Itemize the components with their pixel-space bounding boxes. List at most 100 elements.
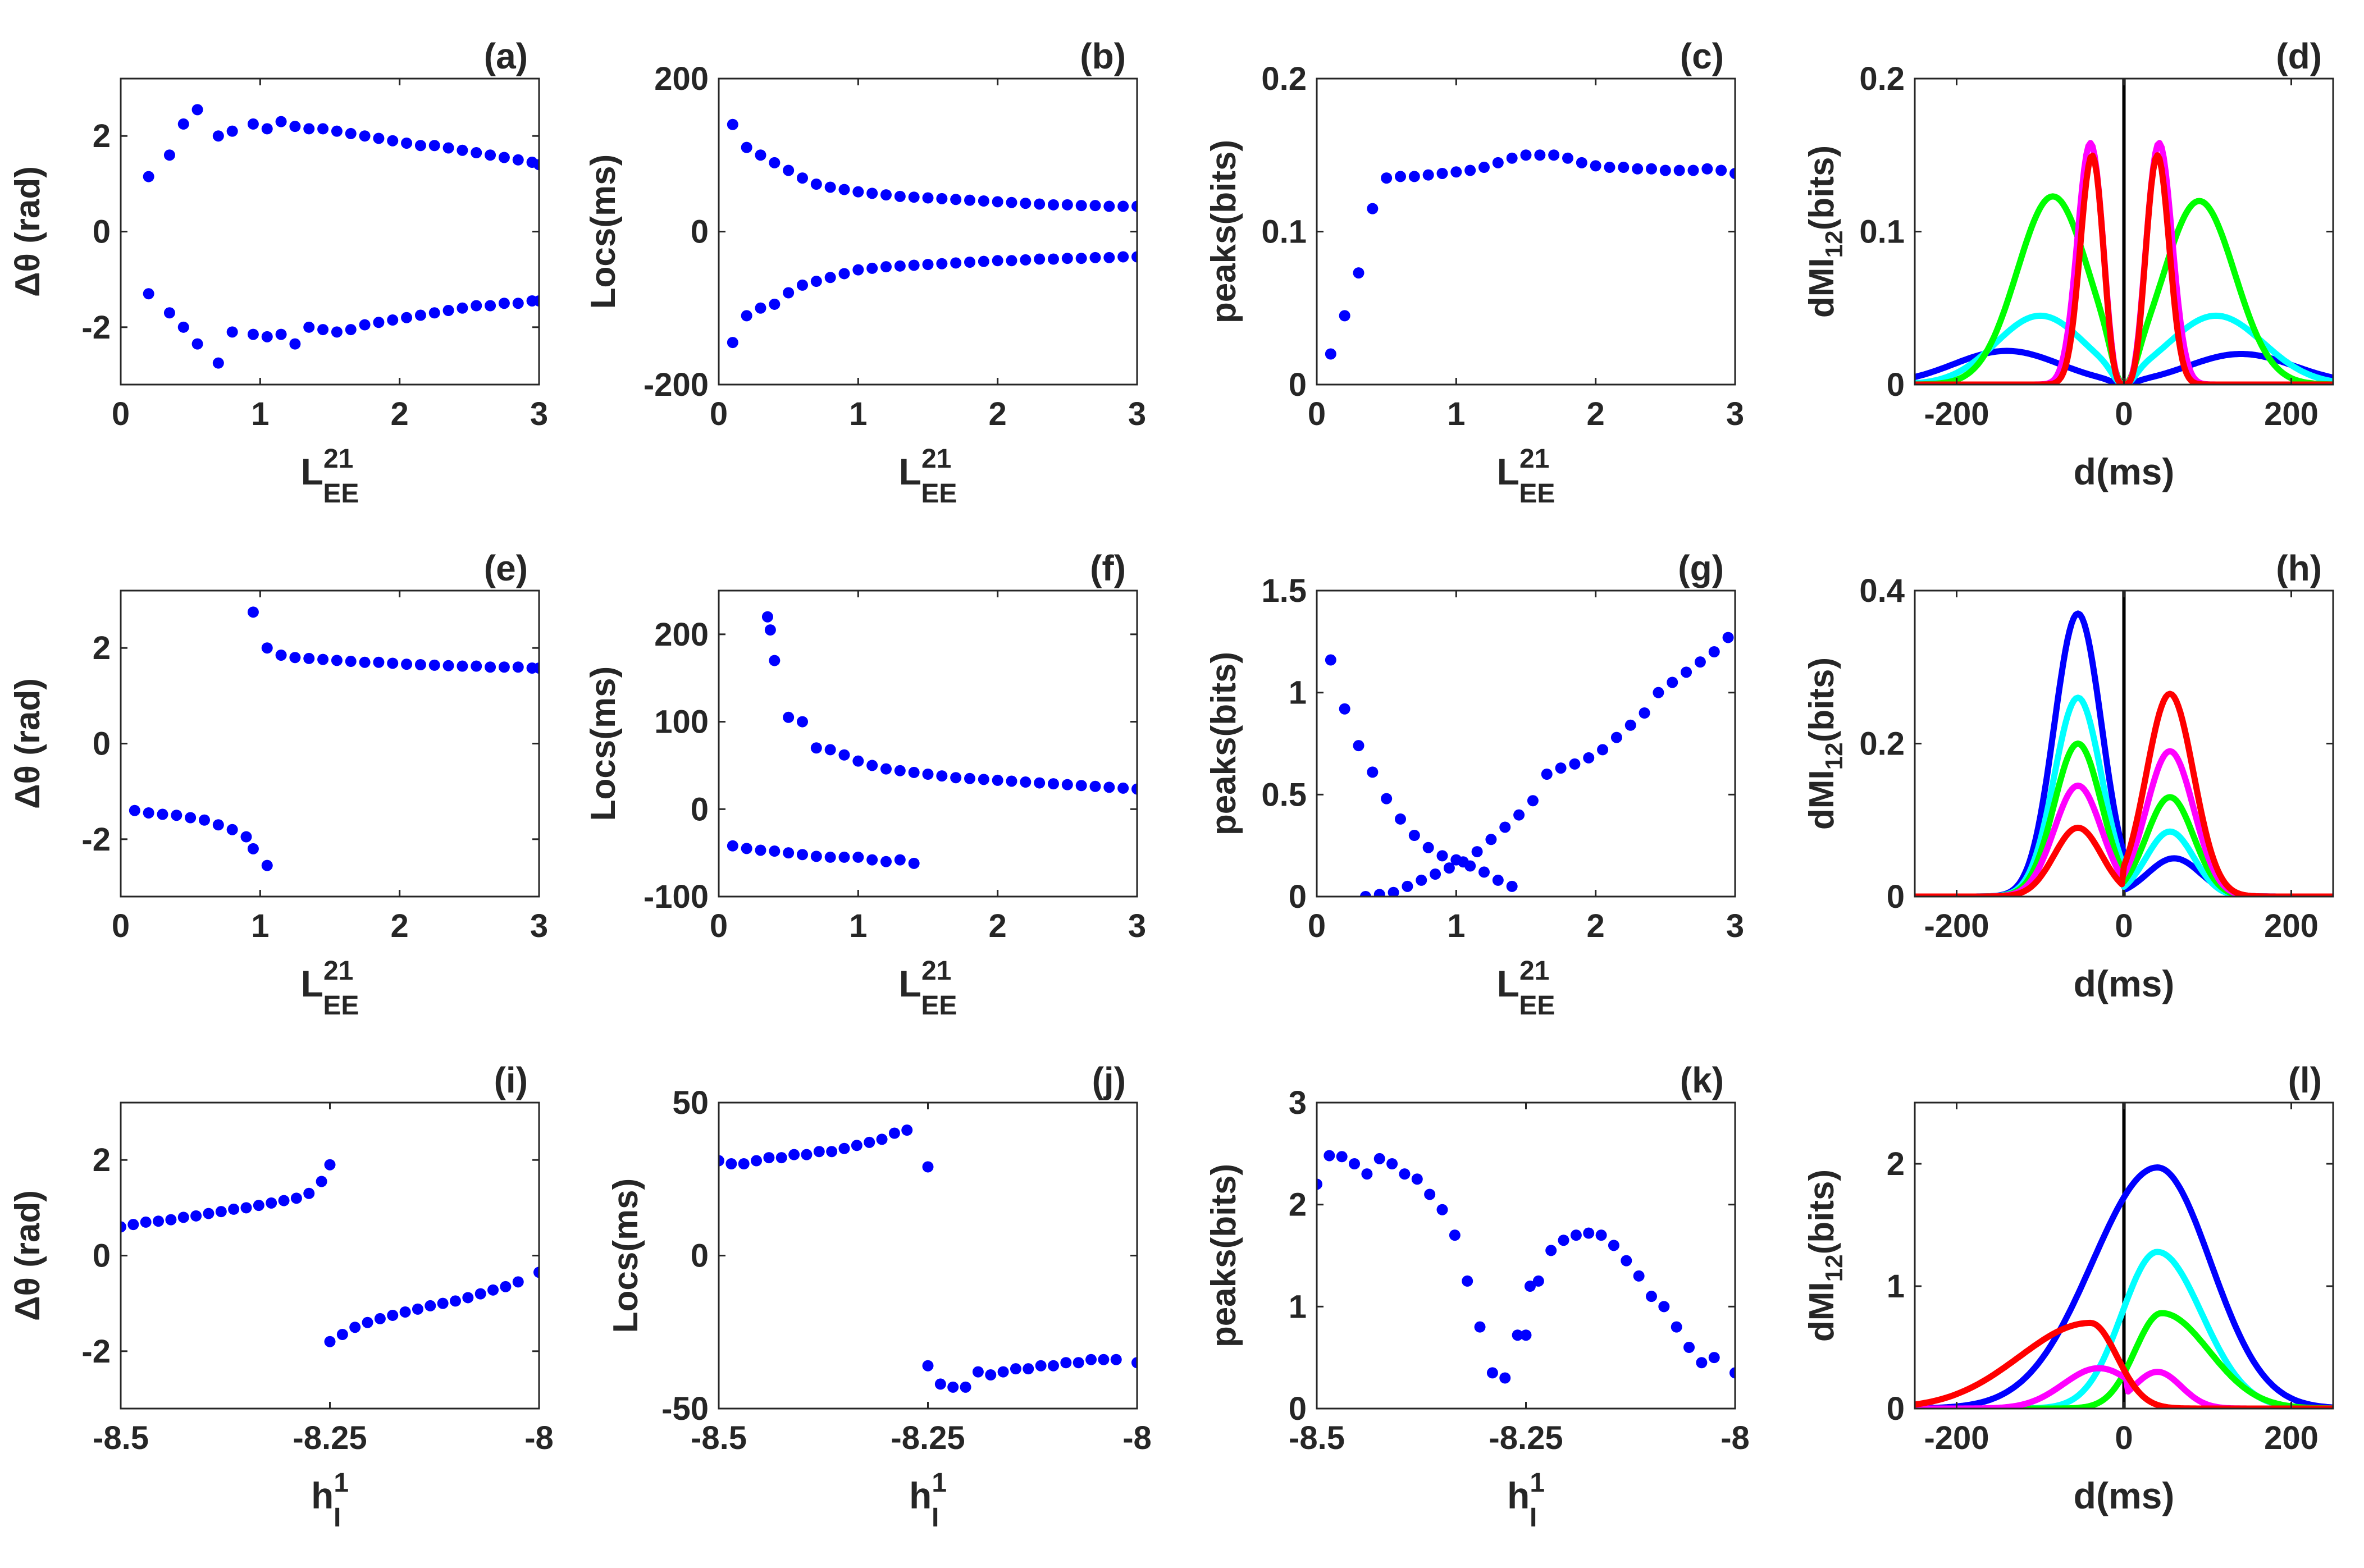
point-e-upper-14 bbox=[442, 660, 454, 671]
data-layer-h bbox=[1915, 591, 2333, 897]
point-a-upper-16 bbox=[387, 135, 399, 147]
point-k-peaks-19 bbox=[1532, 1275, 1544, 1287]
point-b-positive-7 bbox=[824, 181, 836, 193]
x-tick-label: 0 bbox=[2115, 396, 2133, 432]
y-axis-label: Locs(ms) bbox=[584, 154, 623, 309]
y-tick-label: 50 bbox=[672, 1085, 709, 1121]
point-f-negative-12 bbox=[894, 854, 906, 866]
point-b-positive-16 bbox=[950, 194, 962, 205]
point-k-peaks-27 bbox=[1633, 1270, 1645, 1282]
point-b-positive-24 bbox=[1061, 199, 1073, 211]
point-g-increasing-7 bbox=[1457, 856, 1469, 868]
point-a-lower-9 bbox=[289, 338, 301, 350]
point-e-upper-13 bbox=[428, 659, 440, 671]
point-f-positive-3 bbox=[783, 711, 795, 723]
point-i-lower-2 bbox=[349, 1322, 361, 1333]
point-f-positive-10 bbox=[880, 763, 892, 775]
y-tick-label: 0.1 bbox=[1261, 214, 1307, 250]
point-g-decreasing-8 bbox=[1436, 850, 1448, 862]
y-tick-label: 0.2 bbox=[1261, 61, 1307, 97]
point-b-positive-3 bbox=[769, 157, 781, 168]
point-b-negative-26 bbox=[1089, 252, 1101, 263]
panel-c: 0 1 2 3 0 0.1 0.2 (c) L21 EE peaks(bits) bbox=[1204, 36, 1744, 509]
y-tick-label: 2 bbox=[93, 1142, 111, 1178]
point-g-increasing-16 bbox=[1583, 752, 1595, 764]
point-a-lower-19 bbox=[428, 307, 440, 319]
point-i-upper-4 bbox=[165, 1214, 177, 1226]
point-g-increasing-12 bbox=[1527, 795, 1539, 807]
point-i-upper-7 bbox=[203, 1208, 215, 1219]
x-tick-label: 3 bbox=[1128, 908, 1146, 944]
point-b-negative-5 bbox=[797, 279, 808, 291]
point-a-lower-13 bbox=[345, 324, 357, 336]
point-i-lower-0 bbox=[324, 1336, 336, 1347]
point-c-peaks-29 bbox=[1729, 167, 1735, 179]
point-j-negative-15 bbox=[1110, 1354, 1122, 1365]
point-c-peaks-13 bbox=[1506, 152, 1518, 164]
point-k-peaks-0 bbox=[1317, 1178, 1322, 1190]
y-tick-label: -50 bbox=[661, 1391, 709, 1427]
data-layer-i bbox=[121, 1159, 539, 1347]
point-i-upper-6 bbox=[190, 1210, 202, 1222]
y-tick-label: 0.2 bbox=[1859, 726, 1905, 762]
point-k-peaks-32 bbox=[1696, 1357, 1708, 1369]
point-b-negative-8 bbox=[838, 268, 850, 280]
point-i-upper-10 bbox=[240, 1202, 252, 1214]
y-tick-label: 0 bbox=[1887, 1391, 1905, 1427]
point-e-upper-21 bbox=[533, 662, 539, 674]
point-c-peaks-5 bbox=[1395, 171, 1406, 182]
point-b-positive-20 bbox=[1006, 196, 1017, 208]
point-c-peaks-28 bbox=[1715, 164, 1727, 176]
point-j-negative-5 bbox=[985, 1369, 997, 1381]
point-i-upper-17 bbox=[324, 1159, 336, 1171]
point-a-upper-6 bbox=[247, 118, 259, 130]
panel-j: -8.5 -8.25 -8 -50 0 50 (j) h1 I Locs(ms) bbox=[606, 1060, 1152, 1533]
point-a-lower-11 bbox=[317, 324, 329, 336]
point-b-positive-8 bbox=[838, 184, 850, 195]
panel-label: (i) bbox=[494, 1060, 528, 1100]
point-k-peaks-16 bbox=[1512, 1329, 1523, 1341]
x-axis-label: h1 I bbox=[909, 1468, 947, 1533]
x-tick-label: 1 bbox=[1447, 908, 1465, 944]
point-a-lower-18 bbox=[414, 309, 426, 321]
point-e-upper-0 bbox=[247, 606, 259, 618]
point-a-upper-12 bbox=[331, 125, 343, 137]
point-k-peaks-17 bbox=[1520, 1329, 1532, 1341]
series-l-red bbox=[1915, 1319, 2333, 1409]
point-a-upper-23 bbox=[485, 149, 496, 161]
point-e-upper-16 bbox=[471, 660, 482, 672]
point-e-lower-10 bbox=[261, 860, 273, 871]
point-a-upper-27 bbox=[533, 159, 539, 171]
point-k-peaks-13 bbox=[1474, 1321, 1486, 1333]
point-b-negative-20 bbox=[1006, 255, 1017, 267]
y-axis-label: peaks(bits) bbox=[1204, 1164, 1243, 1347]
point-g-increasing-0 bbox=[1359, 891, 1371, 897]
point-e-lower-6 bbox=[212, 819, 224, 831]
point-a-upper-15 bbox=[373, 132, 385, 144]
point-g-increasing-23 bbox=[1681, 666, 1692, 678]
x-tick-label: 0 bbox=[710, 908, 728, 944]
x-tick-label: -200 bbox=[1924, 908, 1989, 944]
point-a-upper-9 bbox=[289, 121, 301, 132]
point-k-peaks-34 bbox=[1729, 1367, 1735, 1379]
point-b-positive-1 bbox=[741, 141, 752, 153]
point-g-increasing-15 bbox=[1569, 758, 1581, 770]
point-g-decreasing-4 bbox=[1381, 793, 1393, 804]
x-tick-label: 3 bbox=[1726, 396, 1744, 432]
panel-i: -8.5 -8.25 -8 -2 0 2 (i) h1 I Δθ (rad) bbox=[8, 1060, 554, 1533]
point-i-upper-12 bbox=[266, 1197, 277, 1209]
y-tick-label: 2 bbox=[93, 118, 111, 154]
point-k-peaks-7 bbox=[1399, 1168, 1411, 1180]
y-tick-label: 1 bbox=[1887, 1268, 1905, 1305]
panel-label: (e) bbox=[484, 548, 528, 588]
point-f-positive-5 bbox=[810, 742, 822, 754]
data-layer-b bbox=[727, 118, 1137, 349]
y-axis-label: Δθ (rad) bbox=[8, 166, 47, 297]
point-a-lower-4 bbox=[212, 357, 224, 369]
panel-label: (k) bbox=[1680, 1060, 1724, 1100]
data-layer-d bbox=[1915, 79, 2333, 385]
point-c-peaks-11 bbox=[1478, 162, 1490, 173]
point-c-peaks-18 bbox=[1576, 157, 1587, 168]
point-i-lower-5 bbox=[387, 1309, 399, 1321]
